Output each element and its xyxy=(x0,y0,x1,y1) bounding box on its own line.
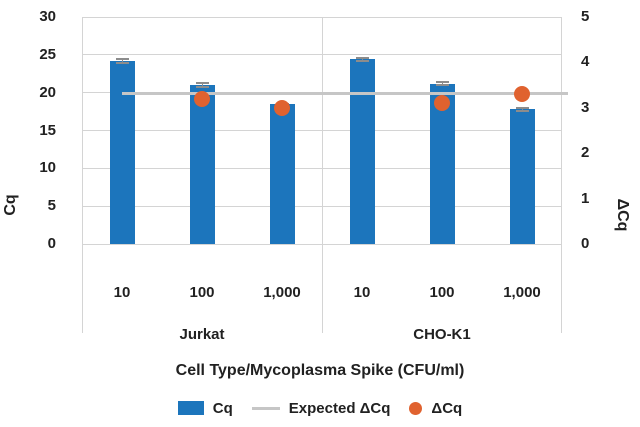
left-y-tick-25: 25 xyxy=(39,45,56,63)
left-y-tick-10: 10 xyxy=(39,159,56,177)
left-y-tick-0: 0 xyxy=(47,235,56,252)
delta-cq-dot-jurkat-100 xyxy=(194,90,210,107)
right-y-tick-3: 3 xyxy=(581,98,590,116)
x-tick-cho-k1-100: 100 xyxy=(429,284,455,301)
right-y-tick-1: 1 xyxy=(581,189,590,207)
legend-item-expected-delta-cq: Expected ΔCq xyxy=(251,399,391,417)
error-bar-stem xyxy=(522,108,523,110)
legend-label-expected-delta-cq: Expected ΔCq xyxy=(288,399,391,417)
bar-cq-cho-k1-1-000 xyxy=(509,108,535,244)
left-y-tick-20: 20 xyxy=(39,83,56,101)
legend: Cq Expected ΔCq ΔCq xyxy=(0,397,640,419)
group-label-jurkat: Jurkat xyxy=(179,326,225,343)
expected-line-swatch-icon xyxy=(251,406,280,410)
error-bar-stem xyxy=(202,84,203,87)
error-bar-cho-k1-1-000 xyxy=(515,106,529,112)
delta-cq-dot-cho-k1-1-000 xyxy=(514,86,530,103)
error-bar-jurkat-10 xyxy=(115,58,129,64)
right-y-tick-4: 4 xyxy=(581,53,590,71)
right-y-tick-2: 2 xyxy=(581,144,590,162)
x-tick-cho-k1-10: 10 xyxy=(353,284,371,301)
x-tick-jurkat-10: 10 xyxy=(113,284,131,301)
x-tick-jurkat-1-000: 1,000 xyxy=(263,284,301,301)
x-axis-title: Cell Type/Mycoplasma Spike (CFU/ml) xyxy=(175,362,465,379)
error-bar-jurkat-100 xyxy=(195,82,209,89)
legend-label-delta-cq: ΔCq xyxy=(431,399,463,417)
legend-item-cq: Cq xyxy=(177,399,233,417)
bar-cq-jurkat-1-000 xyxy=(269,104,295,244)
bar-cq-jurkat-100 xyxy=(189,85,215,244)
delta-cq-dot-cho-k1-100 xyxy=(434,95,450,112)
plot-left-border xyxy=(82,17,83,333)
cq-bar-swatch-icon xyxy=(177,401,204,415)
group-label-cho-k1: CHO-K1 xyxy=(413,326,471,343)
plot-area: 10 100 1,000 Jurkat 10 100 1,000 CHO-K1 0 5 10 15 20… xyxy=(39,8,589,343)
right-y-tick-0: 0 xyxy=(581,235,590,252)
group-separator xyxy=(322,17,323,333)
error-bar-stem xyxy=(362,59,363,61)
delta-cq-dot-jurkat-1-000 xyxy=(274,99,290,116)
left-y-tick-15: 15 xyxy=(39,121,56,139)
error-bar-stem xyxy=(442,82,443,85)
left-y-tick-30: 30 xyxy=(39,8,56,25)
error-bar-stem xyxy=(122,60,123,62)
bar-cq-jurkat-10 xyxy=(109,60,135,244)
legend-item-delta-cq: ΔCq xyxy=(409,400,462,417)
bar-cq-cho-k1-10 xyxy=(349,59,375,244)
error-bar-cho-k1-10 xyxy=(355,57,369,63)
left-y-tick-5: 5 xyxy=(47,197,56,215)
x-tick-cho-k1-1-000: 1,000 xyxy=(503,284,541,301)
expected-delta-cq-line xyxy=(122,91,568,95)
error-bar-cho-k1-100 xyxy=(435,80,449,87)
plot-right-border xyxy=(561,17,562,333)
delta-cq-dot-swatch-icon xyxy=(409,401,423,415)
x-tick-jurkat-100: 100 xyxy=(189,284,215,301)
legend-label-cq: Cq xyxy=(212,399,233,417)
right-y-tick-5: 5 xyxy=(581,8,590,25)
